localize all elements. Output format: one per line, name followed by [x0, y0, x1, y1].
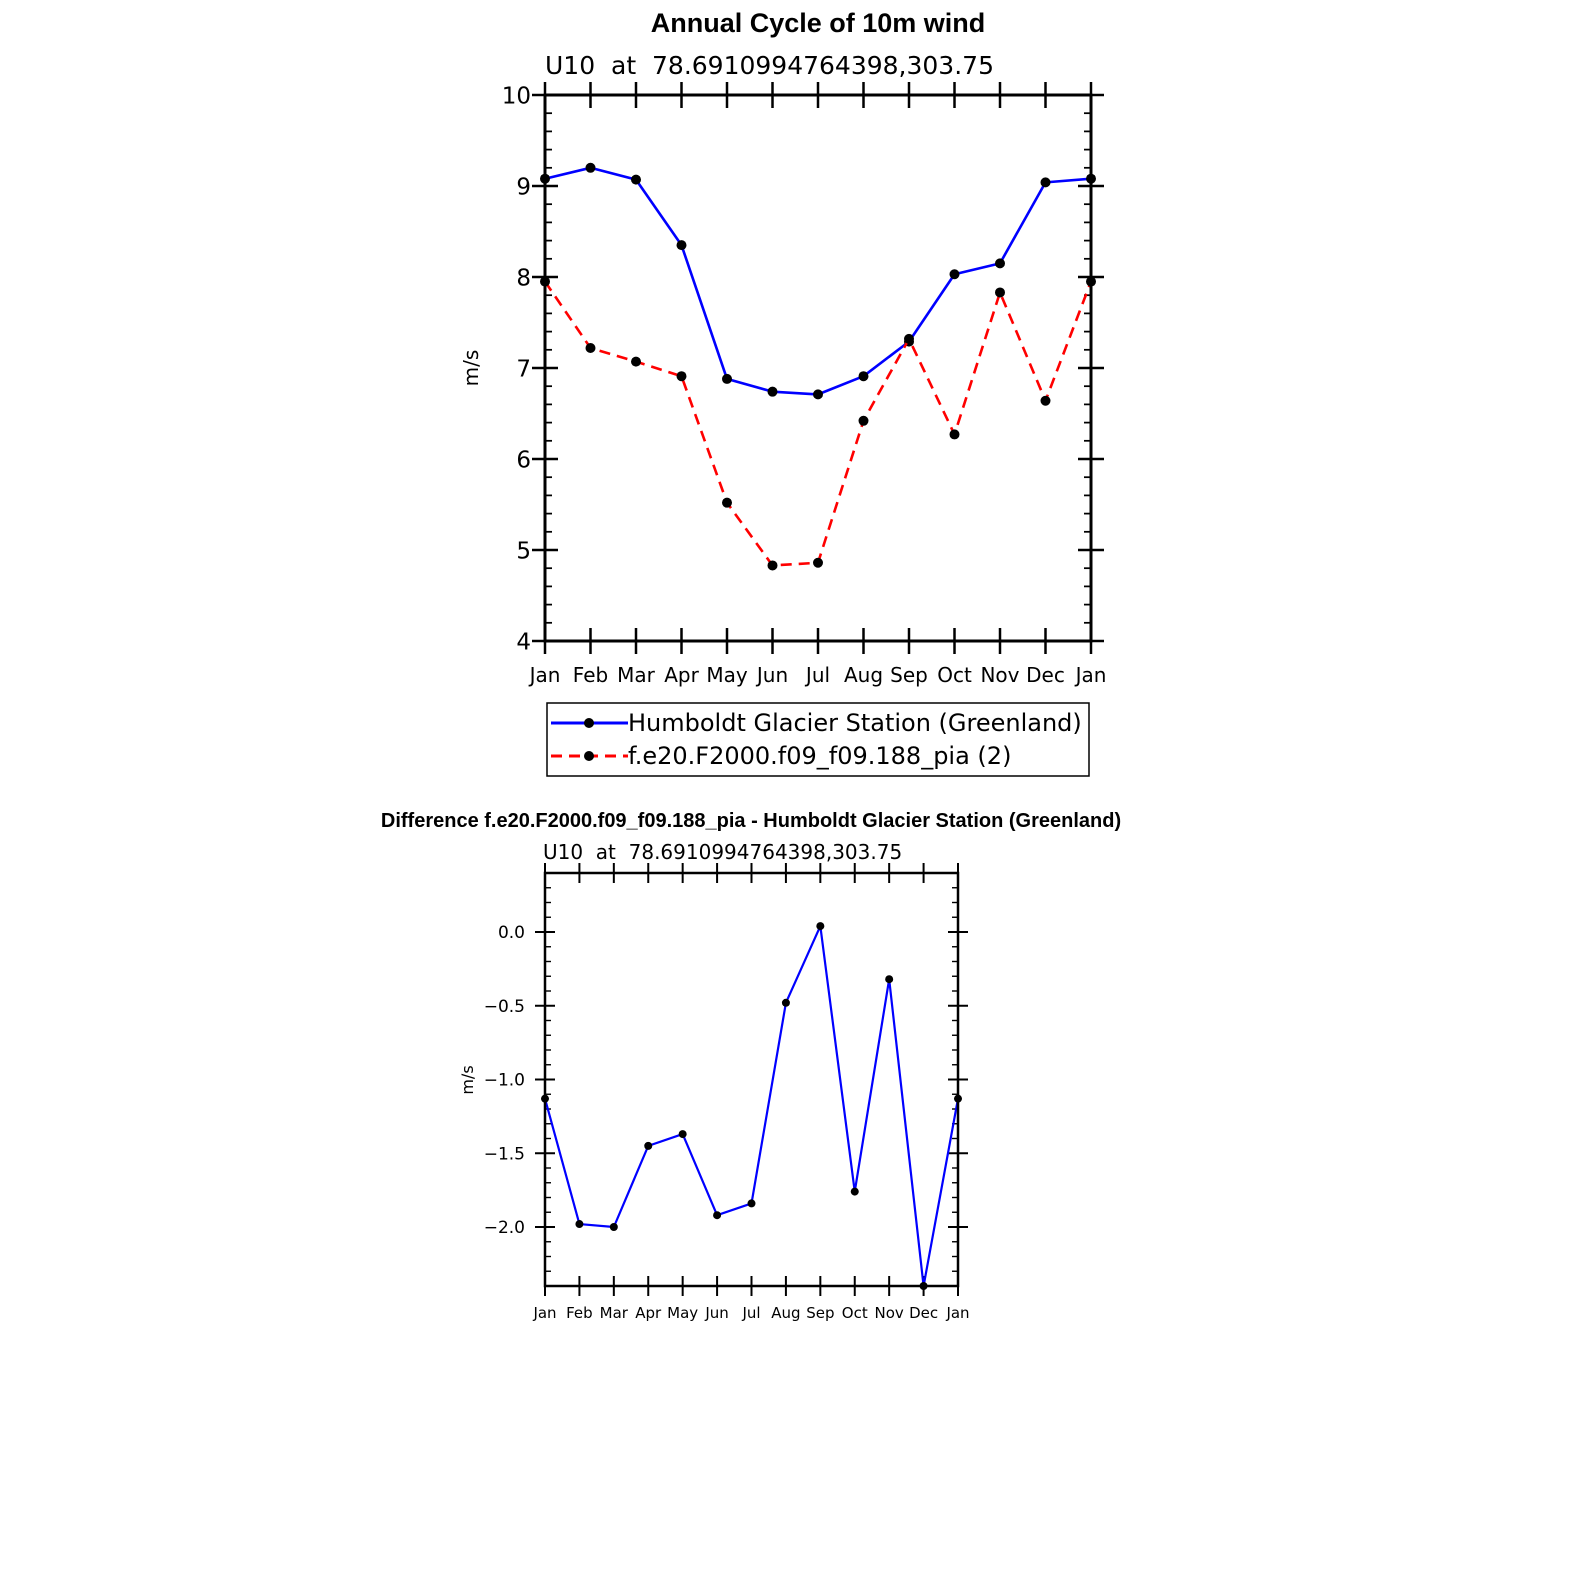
series-0-point	[949, 269, 960, 280]
series-0-point	[678, 1130, 687, 1139]
y-tick-label: 7	[516, 356, 531, 382]
series-0-point	[850, 1187, 859, 1196]
chart1-ylabel: m/s	[459, 350, 483, 387]
series-1-point	[585, 342, 596, 353]
series-0-point	[747, 1199, 756, 1208]
y-tick-label: −2.0	[484, 1218, 525, 1238]
chart1-x-tick-labels: Jan Feb Mar Apr May Jun Jul Aug Sep Oct Nov Dec Jan	[528, 663, 1107, 687]
series-1-point	[904, 333, 914, 344]
series-1-point	[949, 429, 960, 440]
y-tick-label: 8	[516, 265, 531, 291]
chart2-plot-frame	[543, 871, 960, 1288]
y-tick-label: 9	[516, 174, 531, 200]
x-tick-label: Aug	[771, 1304, 800, 1322]
series-1-point	[722, 497, 732, 508]
chart2-y-tick-labels: 0.0 −0.5 −1.0 −1.5 −2.0	[484, 923, 525, 1238]
x-tick-label: Jul	[741, 1304, 760, 1322]
x-tick-label: Jan	[945, 1304, 969, 1322]
series-0-point	[813, 389, 823, 400]
legend: Humboldt Glacier Station (Greenland) f.e…	[546, 702, 1090, 777]
chart1-series	[540, 162, 1096, 571]
series-0-line	[544, 166, 1092, 396]
x-tick-label: Dec	[1026, 663, 1065, 687]
series-1-point	[813, 557, 823, 568]
y-tick-label: −0.5	[484, 997, 525, 1017]
x-tick-label: Aug	[844, 663, 883, 687]
series-0-point	[767, 386, 778, 397]
chart2-title: Difference f.e20.F2000.f09_f09.188_pia -…	[381, 810, 1121, 832]
x-tick-label: Oct	[937, 663, 972, 687]
y-tick-label: 5	[516, 538, 531, 564]
series-0-line	[543, 924, 960, 1288]
series-1-point	[631, 356, 641, 367]
x-tick-label: Jun	[755, 663, 788, 687]
series-0-point	[713, 1211, 722, 1220]
series-1-line	[543, 280, 1093, 567]
series-0-point	[781, 998, 790, 1007]
x-tick-label: Nov	[875, 1304, 904, 1322]
chart2-x-tick-labels: Jan Feb Mar Apr May Jun Jul Aug Sep Oct Nov Dec Jan	[532, 1304, 969, 1322]
legend-model-marker	[584, 751, 594, 761]
y-tick-label: 4	[516, 629, 531, 655]
x-tick-label: Jun	[704, 1304, 728, 1322]
x-tick-label: Nov	[980, 663, 1019, 687]
series-0-point	[722, 373, 732, 384]
x-tick-label: Jan	[1074, 663, 1107, 687]
series-0-point	[995, 258, 1005, 269]
x-tick-label: Dec	[909, 1304, 938, 1322]
y-tick-label: 0.0	[498, 923, 525, 943]
x-tick-label: Oct	[842, 1304, 868, 1322]
series-0-point	[585, 162, 596, 173]
series-0-point	[644, 1141, 653, 1150]
chart1-plot-frame	[543, 93, 1093, 643]
x-tick-label: Mar	[617, 663, 656, 687]
x-tick-label: Jan	[532, 1304, 556, 1322]
chart1-ticks	[532, 82, 1104, 654]
x-tick-label: Apr	[664, 663, 699, 687]
legend-box	[546, 702, 1090, 777]
x-tick-label: Feb	[573, 663, 608, 687]
series-0-point	[575, 1220, 584, 1229]
series-0-point	[609, 1223, 618, 1231]
x-tick-label: Mar	[600, 1304, 629, 1322]
x-tick-label: Sep	[806, 1304, 834, 1322]
x-tick-label: May	[706, 663, 748, 687]
y-tick-label: −1.0	[484, 1071, 525, 1091]
legend-observed-marker	[584, 718, 594, 728]
series-1-point	[676, 371, 687, 382]
series-0-point	[631, 174, 641, 185]
series-0-point	[858, 371, 869, 382]
chart1-y-tick-labels: 4 5 6 7 8 9 10	[502, 83, 531, 655]
legend-observed-label: Humboldt Glacier Station (Greenland)	[628, 709, 1082, 737]
x-tick-label: Jan	[528, 663, 561, 687]
y-tick-label: 10	[502, 83, 531, 109]
annual-cycle-chart: Annual Cycle of 10m wind U10 at 78.69109…	[459, 8, 1107, 777]
series-0-point	[676, 240, 687, 251]
series-1-point	[767, 560, 778, 571]
x-tick-label: Feb	[566, 1304, 593, 1322]
y-tick-label: 6	[516, 447, 531, 473]
x-tick-label: Sep	[890, 663, 928, 687]
x-tick-label: May	[667, 1304, 698, 1322]
series-0-point	[885, 975, 894, 984]
chart2-ylabel: m/s	[458, 1065, 477, 1094]
chart1-subtitle: U10 at 78.6910994764398,303.75	[545, 51, 994, 80]
series-1-point	[858, 415, 869, 426]
difference-chart: Difference f.e20.F2000.f09_f09.188_pia -…	[381, 810, 1121, 1322]
chart2-ticks	[535, 863, 968, 1296]
chart2-subtitle: U10 at 78.6910994764398,303.75	[543, 840, 902, 864]
y-tick-label: −1.5	[484, 1144, 525, 1164]
series-0-point	[1040, 177, 1051, 188]
x-tick-label: Jul	[804, 663, 830, 687]
chart2-series	[541, 922, 962, 1290]
x-tick-label: Apr	[635, 1304, 662, 1322]
series-1-point	[995, 287, 1005, 298]
series-0-point	[816, 922, 825, 931]
chart1-title: Annual Cycle of 10m wind	[651, 8, 986, 38]
series-1-point	[1040, 395, 1051, 406]
legend-model-label: f.e20.F2000.f09_f09.188_pia (2)	[628, 742, 1011, 770]
